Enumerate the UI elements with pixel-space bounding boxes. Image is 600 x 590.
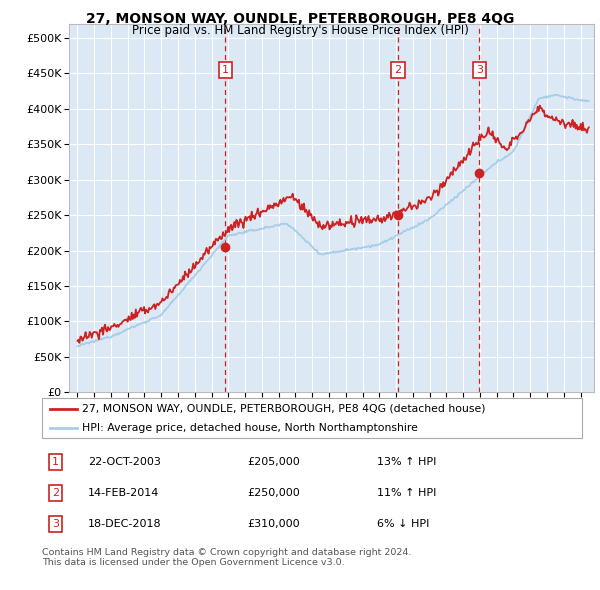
Text: This data is licensed under the Open Government Licence v3.0.: This data is licensed under the Open Gov… bbox=[42, 558, 344, 566]
Text: 13% ↑ HPI: 13% ↑ HPI bbox=[377, 457, 436, 467]
Text: 18-DEC-2018: 18-DEC-2018 bbox=[88, 519, 161, 529]
Text: 1: 1 bbox=[52, 457, 59, 467]
Text: 2: 2 bbox=[52, 488, 59, 498]
Text: £205,000: £205,000 bbox=[247, 457, 300, 467]
FancyBboxPatch shape bbox=[42, 398, 582, 438]
Text: 27, MONSON WAY, OUNDLE, PETERBOROUGH, PE8 4QG (detached house): 27, MONSON WAY, OUNDLE, PETERBOROUGH, PE… bbox=[83, 404, 486, 414]
Text: 3: 3 bbox=[52, 519, 59, 529]
Text: 27, MONSON WAY, OUNDLE, PETERBOROUGH, PE8 4QG: 27, MONSON WAY, OUNDLE, PETERBOROUGH, PE… bbox=[86, 12, 514, 27]
Text: 22-OCT-2003: 22-OCT-2003 bbox=[88, 457, 161, 467]
Text: Contains HM Land Registry data © Crown copyright and database right 2024.: Contains HM Land Registry data © Crown c… bbox=[42, 548, 412, 556]
Text: 11% ↑ HPI: 11% ↑ HPI bbox=[377, 488, 436, 498]
Text: £250,000: £250,000 bbox=[247, 488, 300, 498]
Text: 2: 2 bbox=[395, 65, 401, 75]
Text: 6% ↓ HPI: 6% ↓ HPI bbox=[377, 519, 429, 529]
Text: Price paid vs. HM Land Registry's House Price Index (HPI): Price paid vs. HM Land Registry's House … bbox=[131, 24, 469, 37]
Text: 1: 1 bbox=[221, 65, 229, 75]
Text: 3: 3 bbox=[476, 65, 483, 75]
Text: 14-FEB-2014: 14-FEB-2014 bbox=[88, 488, 159, 498]
Text: HPI: Average price, detached house, North Northamptonshire: HPI: Average price, detached house, Nort… bbox=[83, 423, 418, 432]
Text: £310,000: £310,000 bbox=[247, 519, 300, 529]
